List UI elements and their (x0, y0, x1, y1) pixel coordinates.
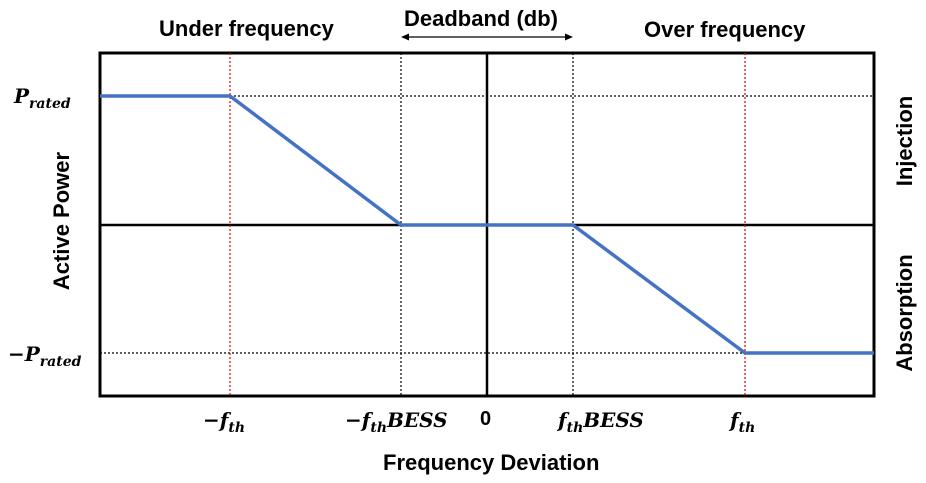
neg-bess-tick-label: −fthBESS (345, 408, 448, 436)
neg-prated-main: −P (8, 342, 40, 366)
pos-bess-sub: th (566, 420, 584, 436)
injection-label: Injection (892, 95, 917, 187)
droop-curve (100, 94, 874, 355)
neg-prated-tick-label: −Prated (8, 342, 81, 370)
pos-fth-sub: th (738, 420, 756, 436)
pos-fth-tick-label: fth (730, 408, 755, 436)
x-axis-title: Frequency Deviation (383, 450, 600, 475)
neg-fth-main: −f (203, 408, 229, 432)
absorption-label: Absorption (892, 254, 917, 372)
neg-fth-tick-label: −fth (203, 408, 245, 436)
under-frequency-label: Under frequency (159, 16, 334, 41)
neg-fth-sub: th (228, 420, 246, 436)
neg-prated-sub: rated (39, 354, 82, 370)
over-frequency-label: Over frequency (644, 17, 806, 42)
prated-sub: rated (29, 96, 71, 112)
deadband-arrow-right-head (565, 33, 573, 41)
neg-bess-tail: BESS (387, 408, 448, 432)
neg-bess-sub: th (370, 420, 388, 436)
deadband-label: Deadband (db) (404, 6, 558, 31)
pos-bess-main: f (558, 408, 567, 432)
prated-main: P (14, 84, 30, 108)
pos-bess-tick-label: fthBESS (558, 408, 644, 436)
zero-tick-label: 0 (480, 408, 492, 430)
neg-bess-main: −f (345, 408, 371, 432)
pos-fth-main: f (730, 408, 739, 432)
y-axis-title: Active Power (49, 151, 74, 291)
pos-bess-tail: BESS (583, 408, 644, 432)
prated-tick-label: Prated (14, 84, 71, 112)
deadband-arrow-left-head (401, 33, 409, 41)
